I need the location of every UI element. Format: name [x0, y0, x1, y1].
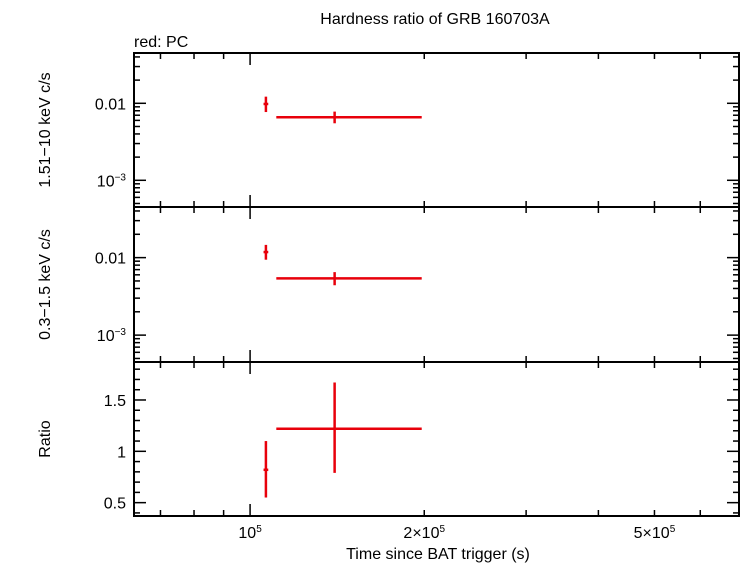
y-tick-label: 0.5	[104, 496, 126, 513]
y-tick-label: 1.5	[104, 393, 126, 410]
legend-note: red: PC	[134, 34, 188, 51]
chart-title: Hardness ratio of GRB 160703A	[320, 11, 550, 28]
data-point	[276, 111, 422, 124]
panel-frame	[133, 206, 740, 363]
data-point	[263, 244, 269, 260]
y-axis-label: 1.51−10 keV c/s	[37, 72, 54, 187]
panels: 0.01 10−3 1.51−10 keV c/s 0.01 10−3 0.3−1.5 k…	[37, 52, 740, 542]
data-point	[263, 441, 269, 498]
panel-middle: 0.01 10−3 0.3−1.5 keV c/s	[37, 206, 740, 363]
y-tick-label: 10−3	[97, 172, 127, 190]
data-point	[276, 382, 422, 473]
y-tick-label: 10−3	[97, 327, 127, 345]
x-tick-label: 105	[238, 524, 262, 542]
y-axis-label: Ratio	[37, 420, 54, 457]
data-point	[276, 272, 422, 286]
y-tick-label: 1	[117, 444, 126, 461]
x-tick-label: 5×105	[634, 524, 676, 542]
panel-bottom: 0.5 1 1.5 Ratio 105 2×105 5×105	[37, 361, 740, 542]
x-tick-label: 2×105	[403, 524, 445, 542]
panel-top: 0.01 10−3 1.51−10 keV c/s	[37, 52, 740, 208]
y-tick-label: 0.01	[95, 96, 126, 113]
panel-frame	[133, 52, 740, 208]
y-tick-label: 0.01	[95, 251, 126, 268]
panel-frame	[133, 361, 740, 517]
x-axis-label: Time since BAT trigger (s)	[346, 546, 530, 563]
y-axis-label: 0.3−1.5 keV c/s	[37, 229, 54, 340]
data-point	[263, 96, 269, 113]
